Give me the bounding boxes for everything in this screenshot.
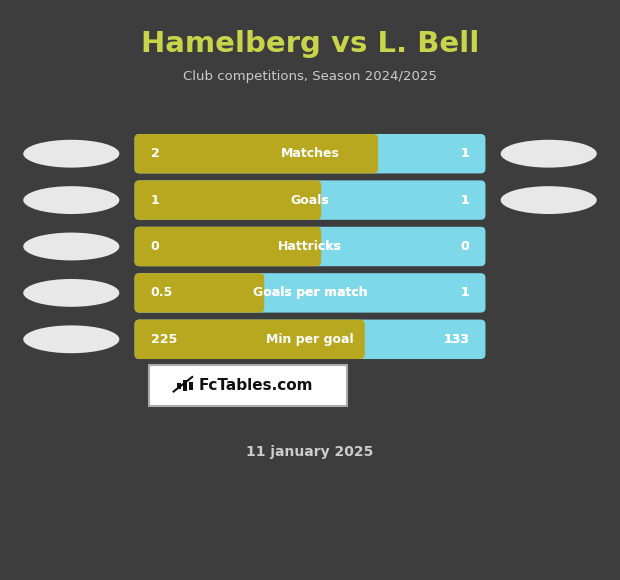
FancyBboxPatch shape	[140, 324, 480, 354]
FancyBboxPatch shape	[140, 278, 480, 308]
Text: Hattricks: Hattricks	[278, 240, 342, 253]
Text: 2: 2	[151, 147, 159, 160]
Ellipse shape	[501, 140, 596, 168]
Text: 0: 0	[461, 240, 469, 253]
FancyBboxPatch shape	[135, 273, 485, 313]
Ellipse shape	[24, 325, 120, 353]
FancyBboxPatch shape	[140, 139, 480, 169]
Text: Hamelberg vs L. Bell: Hamelberg vs L. Bell	[141, 30, 479, 57]
FancyBboxPatch shape	[140, 231, 310, 262]
Bar	[183, 380, 187, 391]
Text: 1: 1	[461, 147, 469, 160]
FancyBboxPatch shape	[135, 134, 485, 173]
FancyBboxPatch shape	[135, 227, 321, 266]
Bar	[189, 382, 193, 390]
FancyBboxPatch shape	[135, 273, 264, 313]
FancyBboxPatch shape	[135, 180, 321, 220]
Text: 0.5: 0.5	[151, 287, 173, 299]
Text: 1: 1	[461, 194, 469, 206]
FancyBboxPatch shape	[135, 320, 485, 359]
FancyBboxPatch shape	[135, 227, 485, 266]
Text: Goals: Goals	[291, 194, 329, 206]
Ellipse shape	[24, 186, 120, 214]
Text: 1: 1	[151, 194, 159, 206]
Text: 1: 1	[461, 287, 469, 299]
Text: Club competitions, Season 2024/2025: Club competitions, Season 2024/2025	[183, 70, 437, 83]
Text: 1: 1	[151, 194, 159, 206]
Text: 133: 133	[443, 333, 469, 346]
Text: Min per goal: Min per goal	[266, 333, 354, 346]
FancyBboxPatch shape	[135, 134, 378, 173]
FancyBboxPatch shape	[140, 185, 310, 215]
Bar	[177, 383, 181, 389]
FancyBboxPatch shape	[140, 231, 480, 262]
Ellipse shape	[24, 233, 120, 260]
Text: 0: 0	[461, 240, 469, 253]
FancyBboxPatch shape	[135, 180, 485, 220]
Text: 225: 225	[151, 333, 177, 346]
Text: Min per goal: Min per goal	[266, 333, 354, 346]
FancyBboxPatch shape	[140, 324, 353, 354]
Text: 0: 0	[151, 240, 159, 253]
Ellipse shape	[24, 279, 120, 307]
FancyBboxPatch shape	[140, 278, 253, 308]
Text: 1: 1	[461, 194, 469, 206]
Text: 2: 2	[151, 147, 159, 160]
Ellipse shape	[501, 186, 596, 214]
Text: Matches: Matches	[281, 147, 339, 160]
Text: Goals per match: Goals per match	[253, 287, 367, 299]
Text: 0: 0	[151, 240, 159, 253]
Text: Hattricks: Hattricks	[278, 240, 342, 253]
Text: 11 january 2025: 11 january 2025	[246, 445, 374, 459]
Text: FcTables.com: FcTables.com	[198, 378, 313, 393]
Text: 0.5: 0.5	[151, 287, 173, 299]
FancyBboxPatch shape	[140, 185, 480, 215]
Text: 1: 1	[461, 147, 469, 160]
Text: Matches: Matches	[281, 147, 339, 160]
FancyBboxPatch shape	[140, 139, 367, 169]
FancyBboxPatch shape	[149, 365, 347, 406]
Text: 133: 133	[443, 333, 469, 346]
Ellipse shape	[24, 140, 120, 168]
Text: Goals per match: Goals per match	[253, 287, 367, 299]
FancyBboxPatch shape	[135, 320, 365, 359]
Text: Goals: Goals	[291, 194, 329, 206]
Text: 225: 225	[151, 333, 177, 346]
Text: 1: 1	[461, 287, 469, 299]
